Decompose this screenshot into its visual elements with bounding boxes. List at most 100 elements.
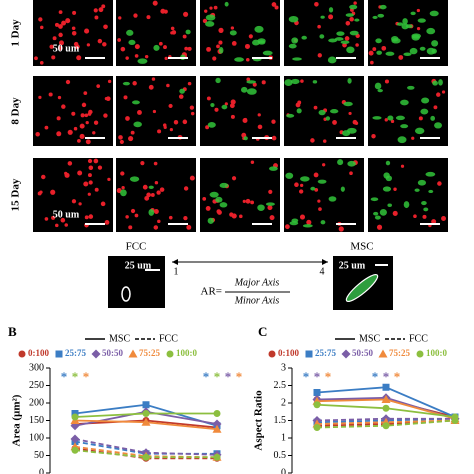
green-cell: [325, 116, 331, 121]
red-nucleus: [202, 18, 208, 24]
significance-mark: *: [236, 369, 243, 384]
green-cell: [420, 108, 429, 115]
legend-label: 50:50: [352, 348, 373, 358]
red-nucleus: [71, 199, 77, 204]
red-nucleus: [97, 165, 103, 170]
green-cell: [370, 197, 379, 202]
green-cell: [317, 179, 327, 184]
fcc-image: [108, 256, 165, 308]
micrograph-grid: 1 Day 8 Day 15 Day 50 um 50 um: [10, 0, 448, 232]
green-cell: [179, 88, 185, 94]
green-cell: [400, 124, 409, 129]
red-nucleus: [229, 103, 235, 109]
red-nucleus: [87, 158, 93, 164]
green-cell: [300, 176, 310, 182]
red-nucleus: [58, 24, 63, 29]
micrograph: [200, 76, 280, 146]
green-cell: [285, 172, 294, 179]
legend-label: 75:25: [139, 348, 160, 358]
scale-label: 25 um: [125, 260, 152, 271]
red-nucleus: [72, 10, 77, 15]
green-cell: [210, 102, 215, 108]
green-cell: [430, 115, 436, 121]
red-nucleus: [252, 82, 257, 87]
red-nucleus: [104, 220, 110, 225]
green-cell: [330, 109, 339, 114]
red-nucleus: [125, 215, 129, 219]
green-cell: [288, 15, 299, 23]
red-nucleus: [140, 161, 145, 166]
red-nucleus: [67, 161, 73, 166]
red-nucleus: [169, 127, 173, 132]
red-nucleus: [34, 56, 38, 61]
red-nucleus: [436, 92, 441, 97]
legend-label: MSC: [359, 333, 380, 344]
marker: [382, 383, 390, 391]
red-nucleus: [370, 60, 374, 65]
green-cell: [254, 25, 264, 33]
marker: [341, 349, 351, 359]
green-cell: [379, 209, 387, 216]
green-cell: [417, 18, 426, 23]
marker: [142, 401, 150, 409]
red-nucleus: [38, 95, 42, 99]
red-nucleus: [268, 189, 273, 194]
red-nucleus: [416, 8, 421, 13]
red-nucleus: [245, 57, 250, 62]
red-nucleus: [56, 131, 62, 137]
y-axis-label: Aspect Ratio: [253, 390, 265, 451]
red-nucleus: [156, 190, 161, 195]
red-nucleus: [182, 119, 188, 125]
denominator: Minor Axis: [234, 295, 280, 306]
red-nucleus: [94, 187, 99, 192]
red-nucleus: [85, 139, 91, 145]
red-nucleus: [52, 36, 57, 41]
red-nucleus: [88, 214, 94, 219]
red-nucleus: [418, 116, 423, 121]
green-cell: [328, 196, 337, 202]
marker: [166, 350, 174, 358]
red-nucleus: [38, 17, 43, 22]
green-cell: [246, 88, 257, 95]
red-nucleus: [230, 99, 236, 105]
y-tick-label: 200: [29, 397, 44, 408]
green-cell: [340, 186, 345, 192]
fcc-label: FCC: [126, 241, 147, 253]
red-nucleus: [163, 45, 167, 50]
red-nucleus: [392, 210, 398, 216]
marker: [313, 424, 321, 431]
green-cell: [343, 101, 353, 107]
red-nucleus: [384, 118, 388, 122]
green-cell: [185, 29, 191, 35]
significance-mark: *: [225, 369, 232, 384]
red-nucleus: [83, 181, 89, 187]
green-cell: [269, 166, 278, 171]
red-nucleus: [168, 215, 173, 220]
y-tick-label: 1.5: [274, 415, 287, 426]
y-tick-label: 300: [29, 362, 44, 373]
red-nucleus: [183, 11, 189, 17]
red-nucleus: [159, 187, 165, 192]
green-cell: [349, 30, 359, 36]
red-nucleus: [158, 41, 163, 46]
red-nucleus: [187, 46, 192, 51]
red-nucleus: [162, 123, 167, 127]
green-cell: [349, 4, 358, 10]
marker: [142, 410, 150, 417]
red-nucleus: [157, 219, 161, 224]
marker: [71, 413, 79, 421]
red-nucleus: [298, 189, 304, 194]
red-nucleus: [422, 214, 427, 219]
red-nucleus: [431, 219, 437, 225]
red-nucleus: [39, 190, 43, 194]
red-nucleus: [317, 53, 322, 58]
red-nucleus: [205, 125, 210, 130]
panel-label: B: [8, 324, 17, 339]
red-nucleus: [76, 55, 82, 61]
red-nucleus: [183, 186, 189, 191]
red-nucleus: [441, 215, 447, 221]
green-cell: [377, 13, 385, 18]
marker: [213, 453, 221, 461]
red-nucleus: [125, 56, 129, 60]
y-tick-label: 3: [281, 362, 286, 373]
